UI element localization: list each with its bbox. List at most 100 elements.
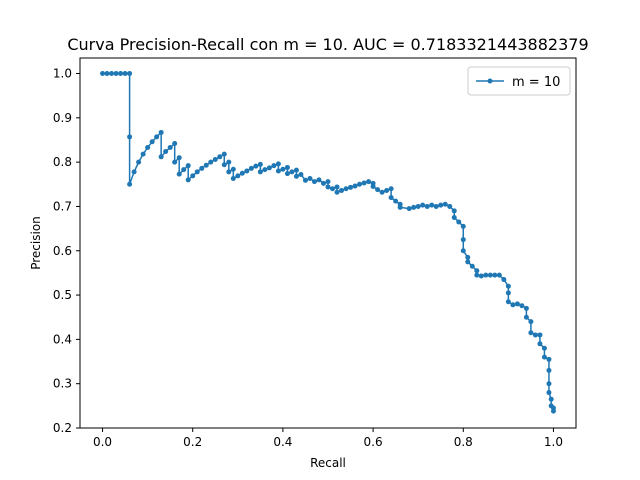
data-point [550, 408, 556, 414]
data-point [465, 254, 471, 260]
data-point [330, 186, 336, 192]
data-point [266, 165, 272, 171]
x-tick-label: 0.2 [183, 435, 202, 449]
data-point [203, 162, 209, 168]
data-point [456, 219, 462, 225]
data-point [284, 164, 290, 170]
data-point [118, 71, 124, 77]
data-point [537, 332, 543, 338]
data-point [343, 186, 349, 192]
data-point [136, 159, 142, 165]
data-point [212, 156, 218, 162]
data-point [474, 272, 480, 278]
data-point [474, 268, 480, 274]
y-tick-label: 1.0 [53, 67, 72, 81]
data-point [289, 169, 295, 175]
data-point [548, 396, 554, 402]
data-point [325, 179, 331, 185]
y-tick-label: 0.5 [53, 288, 72, 302]
data-point [235, 173, 241, 179]
data-point [541, 354, 547, 360]
data-point [451, 215, 457, 221]
data-point [172, 159, 178, 165]
x-tick-label: 0.6 [364, 435, 383, 449]
legend-box [467, 66, 571, 96]
data-point [298, 172, 304, 178]
data-point [208, 159, 214, 165]
legend: m = 10 [467, 66, 571, 96]
data-point [420, 202, 426, 208]
plot-area-frame [79, 57, 577, 429]
data-point [257, 169, 263, 175]
data-point [348, 184, 354, 190]
data-point [230, 176, 236, 182]
x-tick-label: 0.4 [273, 435, 292, 449]
data-point [176, 171, 182, 177]
data-point [275, 168, 281, 174]
x-tick-label: 0.0 [93, 435, 112, 449]
data-point [546, 390, 552, 396]
data-point [478, 273, 484, 279]
data-point [388, 186, 394, 192]
data-point [393, 198, 399, 204]
data-point [262, 167, 268, 173]
data-point [429, 202, 435, 208]
data-point [149, 139, 155, 145]
x-axis-label: Recall [310, 456, 346, 470]
x-tick-label: 0.8 [454, 435, 473, 449]
data-point [505, 299, 511, 305]
data-point [541, 345, 547, 351]
data-point [537, 341, 543, 347]
series-line [102, 72, 555, 412]
data-point [248, 165, 254, 171]
data-point [127, 181, 133, 187]
data-point [447, 203, 453, 209]
data-point [496, 272, 502, 278]
data-point [460, 223, 466, 229]
series-m10 [100, 71, 556, 414]
data-point [460, 248, 466, 254]
data-point [519, 303, 525, 309]
data-point [199, 165, 205, 171]
data-point [221, 162, 227, 168]
data-point [271, 163, 277, 169]
data-point [384, 187, 390, 193]
y-tick-label: 0.7 [53, 199, 72, 213]
data-point [158, 129, 164, 135]
data-point [528, 319, 534, 325]
x-tick-label: 1.0 [544, 435, 563, 449]
data-point [424, 203, 430, 209]
data-point [190, 173, 196, 179]
data-point [433, 203, 439, 209]
y-tick-label: 0.3 [53, 377, 72, 391]
data-point [145, 145, 151, 151]
data-point [442, 201, 448, 207]
data-point [451, 208, 457, 214]
data-point [163, 149, 169, 154]
data-point [221, 151, 227, 157]
data-point [127, 71, 133, 77]
data-point [284, 171, 290, 177]
data-point [415, 203, 421, 209]
data-point [307, 176, 313, 182]
data-point [523, 314, 529, 320]
data-point [302, 177, 308, 183]
data-point [100, 71, 106, 77]
data-point [546, 367, 552, 373]
data-point [311, 179, 317, 185]
data-point [325, 184, 331, 190]
data-point [388, 195, 394, 201]
data-point [487, 272, 493, 278]
data-point [546, 356, 552, 362]
y-axis-label: Precision [29, 216, 43, 270]
data-point [280, 166, 286, 172]
data-point [293, 173, 299, 179]
data-point [226, 169, 232, 175]
data-point [514, 301, 520, 307]
data-point [465, 259, 471, 265]
y-tick-label: 0.8 [53, 155, 72, 169]
data-point [397, 204, 403, 210]
data-point [194, 169, 200, 175]
data-point [546, 381, 552, 387]
